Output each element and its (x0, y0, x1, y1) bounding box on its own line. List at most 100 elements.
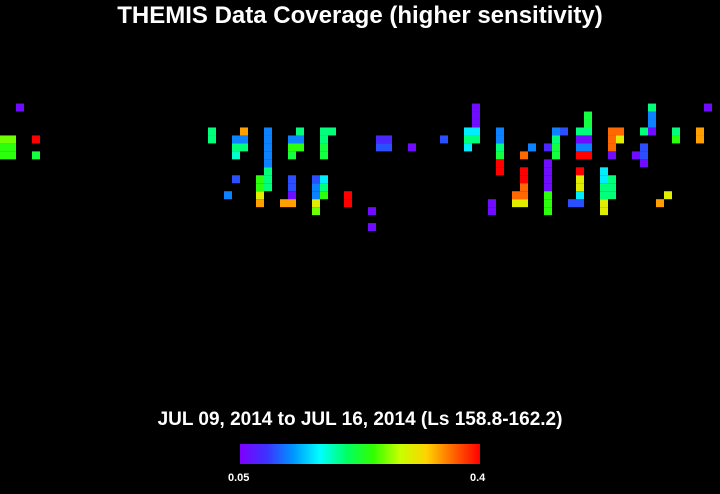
coverage-cell (464, 143, 472, 152)
coverage-cell (264, 159, 272, 168)
coverage-cell (312, 207, 320, 216)
coverage-cell (264, 183, 272, 192)
colorbar-min-label: 0.05 (228, 472, 250, 484)
coverage-cell (552, 127, 560, 136)
chart-title: THEMIS Data Coverage (higher sensitivity… (117, 2, 603, 29)
coverage-cell (576, 167, 584, 176)
coverage-cell (584, 111, 592, 120)
coverage-cell (632, 151, 640, 160)
coverage-cell (568, 199, 576, 208)
coverage-cell (648, 111, 656, 120)
coverage-cell (576, 135, 584, 144)
coverage-cell (0, 151, 8, 160)
coverage-cell (640, 143, 648, 152)
coverage-cell (576, 175, 584, 184)
coverage-cell (672, 135, 680, 144)
coverage-cell (472, 119, 480, 128)
coverage-cell (520, 167, 528, 176)
coverage-cell (608, 135, 616, 144)
coverage-cell (552, 143, 560, 152)
coverage-cell (656, 199, 664, 208)
coverage-cell (464, 135, 472, 144)
coverage-cell (472, 111, 480, 120)
coverage-cell (600, 175, 608, 184)
coverage-cell (544, 191, 552, 200)
coverage-cell (312, 183, 320, 192)
coverage-cell (368, 223, 376, 232)
coverage-cell (496, 167, 504, 176)
sensitivity-colorbar (240, 444, 480, 464)
coverage-cell (600, 191, 608, 200)
coverage-cell (544, 167, 552, 176)
coverage-cell (240, 143, 248, 152)
coverage-cell (544, 175, 552, 184)
coverage-cell (264, 135, 272, 144)
coverage-cell (584, 119, 592, 128)
coverage-cell (264, 151, 272, 160)
coverage-cell (384, 135, 392, 144)
coverage-cell (472, 103, 480, 112)
coverage-cell (312, 175, 320, 184)
coverage-cell (288, 199, 296, 208)
coverage-cell (616, 127, 624, 136)
coverage-cell (256, 199, 264, 208)
coverage-cell (312, 191, 320, 200)
coverage-cell (256, 191, 264, 200)
coverage-cell (296, 143, 304, 152)
coverage-cell (280, 199, 288, 208)
coverage-cell (288, 191, 296, 200)
coverage-cell (288, 151, 296, 160)
coverage-cell (208, 127, 216, 136)
coverage-cell (344, 191, 352, 200)
coverage-cell (288, 183, 296, 192)
coverage-cell (32, 151, 40, 160)
coverage-cell (576, 127, 584, 136)
coverage-cell (296, 127, 304, 136)
coverage-cell (264, 175, 272, 184)
coverage-cell (544, 199, 552, 208)
coverage-cell (232, 151, 240, 160)
coverage-cell (544, 183, 552, 192)
coverage-cell (600, 199, 608, 208)
coverage-cell (576, 143, 584, 152)
date-range-subtitle: JUL 09, 2014 to JUL 16, 2014 (Ls 158.8-1… (157, 409, 563, 430)
coverage-cell (8, 143, 16, 152)
coverage-cell (512, 199, 520, 208)
coverage-cell (264, 167, 272, 176)
coverage-cell (576, 151, 584, 160)
coverage-cell (576, 183, 584, 192)
coverage-cell (240, 127, 248, 136)
coverage-cell (464, 127, 472, 136)
coverage-cell (696, 127, 704, 136)
coverage-cell (408, 143, 416, 152)
coverage-cell (608, 143, 616, 152)
coverage-cell (600, 167, 608, 176)
coverage-cell (384, 143, 392, 152)
coverage-cell (584, 151, 592, 160)
coverage-cell (520, 151, 528, 160)
coverage-cell (320, 183, 328, 192)
coverage-cell (496, 127, 504, 136)
coverage-cell (648, 127, 656, 136)
coverage-cell (584, 143, 592, 152)
coverage-cell (312, 199, 320, 208)
coverage-cell (320, 127, 328, 136)
coverage-cell (544, 207, 552, 216)
coverage-cell (288, 143, 296, 152)
coverage-cell (496, 135, 504, 144)
coverage-cell (512, 191, 520, 200)
coverage-cell (616, 135, 624, 144)
coverage-cell (576, 191, 584, 200)
coverage-cell (704, 103, 712, 112)
coverage-cell (496, 143, 504, 152)
coverage-cell (0, 143, 8, 152)
coverage-cell (496, 159, 504, 168)
coverage-cell (608, 191, 616, 200)
coverage-cell (648, 119, 656, 128)
coverage-cell (576, 199, 584, 208)
coverage-cell (640, 159, 648, 168)
coverage-cell (208, 135, 216, 144)
coverage-cell (544, 159, 552, 168)
coverage-cell (640, 127, 648, 136)
